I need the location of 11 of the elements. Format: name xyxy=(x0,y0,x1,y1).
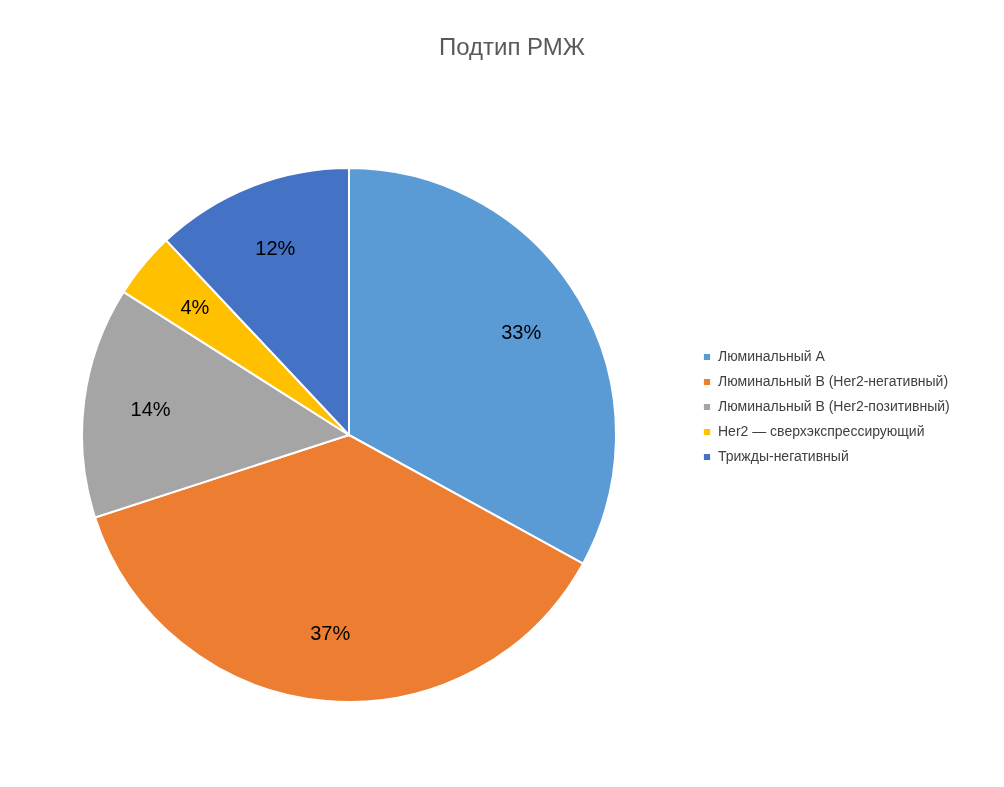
data-label: 33% xyxy=(501,321,542,344)
legend-label: Люминальный В (Her2-негативный) xyxy=(718,373,949,389)
data-label: 12% xyxy=(255,237,296,260)
chart-title: Подтип РМЖ xyxy=(438,33,586,60)
data-label: 37% xyxy=(310,622,351,645)
legend-label: Люминальный А xyxy=(718,348,826,364)
legend-label: Люминальный В (Her2-позитивный) xyxy=(718,398,950,414)
data-label: 4% xyxy=(180,295,210,318)
legend-label: Трижды-негативный xyxy=(718,448,849,464)
legend-label: Her2 — сверхэкспрессирующий xyxy=(718,423,925,439)
data-label: 14% xyxy=(130,397,171,420)
